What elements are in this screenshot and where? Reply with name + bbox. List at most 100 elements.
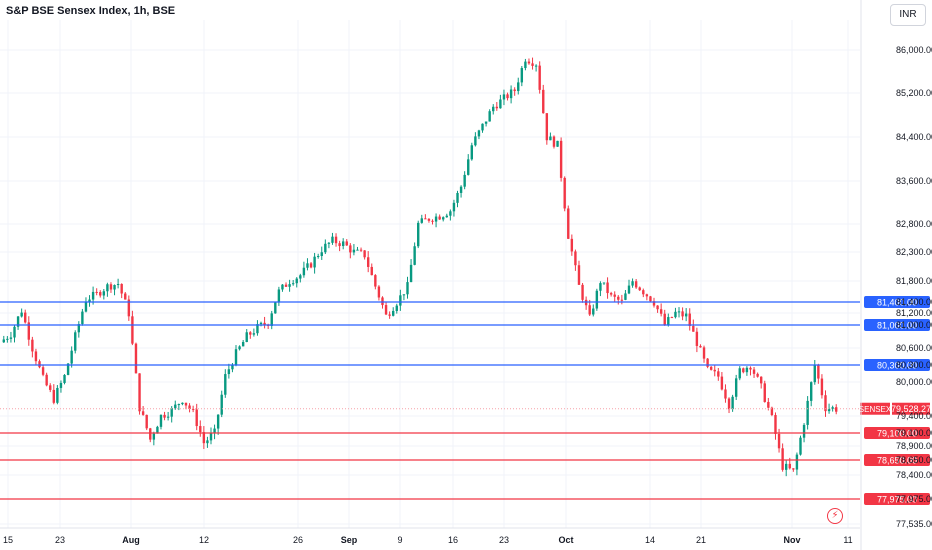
candle-body — [270, 313, 273, 326]
candle-body — [602, 282, 606, 284]
candle-body — [545, 113, 549, 141]
candle-body — [199, 426, 202, 433]
candle-body — [181, 402, 184, 405]
candle-body — [116, 283, 120, 285]
candle-body — [88, 299, 91, 302]
candle-body — [724, 389, 727, 399]
price-axis[interactable]: 86,000.00 85,200.00 84,400.00 83,600.00 82,8… — [860, 0, 932, 550]
candle-body — [131, 316, 134, 344]
candle-body — [770, 407, 774, 416]
candle-body — [277, 289, 281, 303]
candle-body — [634, 281, 638, 288]
level-price-tag — [864, 359, 930, 371]
time-axis[interactable]: 15 23 Aug 12 26 Sep 9 16 23 Oct 14 21 Nov 11 — [0, 527, 860, 545]
candle-body — [627, 285, 631, 294]
candle-body — [424, 218, 427, 220]
candle-body — [699, 345, 702, 348]
candle-body — [438, 216, 441, 220]
candle-body — [524, 61, 527, 69]
y-tick-label: 78,400.00 — [896, 470, 932, 480]
candle-body — [574, 251, 577, 266]
candle-body — [66, 363, 70, 375]
candle-body — [127, 299, 131, 317]
candle-body — [513, 89, 516, 92]
candle-body — [334, 236, 338, 244]
y-tick-label: 82,300.00 — [896, 247, 932, 257]
candle-body — [399, 295, 402, 306]
y-tick-label: 80,600.00 — [896, 343, 932, 353]
candle-body — [191, 408, 195, 410]
candle-body — [695, 331, 699, 346]
y-tick-label: 82,800.00 — [896, 219, 932, 229]
candle-body — [527, 61, 531, 64]
grid — [0, 20, 860, 528]
candle-body — [652, 301, 656, 306]
level-price-label: 80,300.00 — [877, 361, 917, 371]
candle-body — [717, 371, 720, 377]
candle-body — [763, 383, 766, 402]
candle-body — [2, 339, 5, 343]
candle-body — [392, 310, 395, 316]
candle-body — [624, 293, 627, 300]
candle-body — [95, 291, 98, 293]
candle-body — [138, 373, 141, 412]
candle-body — [299, 275, 302, 279]
x-tick-label: Aug — [122, 535, 140, 545]
candle-body — [106, 284, 109, 292]
candle-body — [338, 243, 341, 247]
y-tick-label: 81,400.00 — [896, 297, 932, 307]
candle-body — [59, 382, 63, 388]
candle-body — [359, 249, 363, 251]
x-tick-label: 9 — [397, 535, 402, 545]
candle-body — [702, 347, 706, 359]
candle-body — [231, 365, 234, 370]
candle-body — [13, 326, 16, 338]
candle-body — [659, 309, 663, 314]
candle-body — [617, 296, 620, 300]
candle-body — [309, 263, 313, 268]
candle-body — [177, 404, 181, 406]
candle-body — [252, 333, 256, 335]
candle-body — [788, 463, 791, 469]
candle-body — [663, 313, 666, 325]
candle-body — [588, 305, 591, 315]
candle-body — [91, 291, 95, 300]
candle-body — [77, 324, 81, 333]
candle-body — [263, 322, 266, 325]
candle-body — [813, 364, 816, 383]
currency-button[interactable]: INR — [890, 4, 926, 26]
x-tick-label: 26 — [293, 535, 303, 545]
candle-body — [799, 437, 802, 455]
candle-body — [216, 414, 220, 429]
candle-body — [195, 409, 198, 427]
candle-body — [238, 346, 241, 350]
candle-body — [642, 290, 645, 295]
candle-body — [41, 367, 45, 375]
candle-body — [670, 317, 674, 319]
candles — [2, 57, 838, 477]
level-price-label: 77,975.00 — [877, 495, 917, 505]
level-price-tag — [864, 427, 930, 439]
candle-body — [345, 241, 348, 246]
lightning-icon[interactable]: ⚡ — [827, 508, 843, 524]
candle-body — [777, 433, 781, 449]
candle-body — [166, 416, 170, 418]
candle-body — [502, 94, 506, 100]
candle-body — [6, 338, 9, 340]
level-price-label: 81,000.00 — [877, 321, 917, 331]
candle-body — [220, 394, 223, 415]
candle-body — [84, 301, 88, 312]
candle-body — [295, 278, 298, 284]
candle-body — [831, 407, 834, 409]
candle-body — [738, 368, 741, 379]
candle-body — [281, 284, 284, 290]
candle-body — [370, 266, 373, 276]
candle-body — [577, 265, 581, 285]
candle-body — [631, 281, 634, 286]
y-tick-label: 81,800.00 — [896, 276, 932, 286]
candle-body — [481, 123, 484, 131]
candle-body — [363, 250, 366, 258]
candle-body — [609, 293, 613, 295]
candle-body — [113, 284, 116, 290]
